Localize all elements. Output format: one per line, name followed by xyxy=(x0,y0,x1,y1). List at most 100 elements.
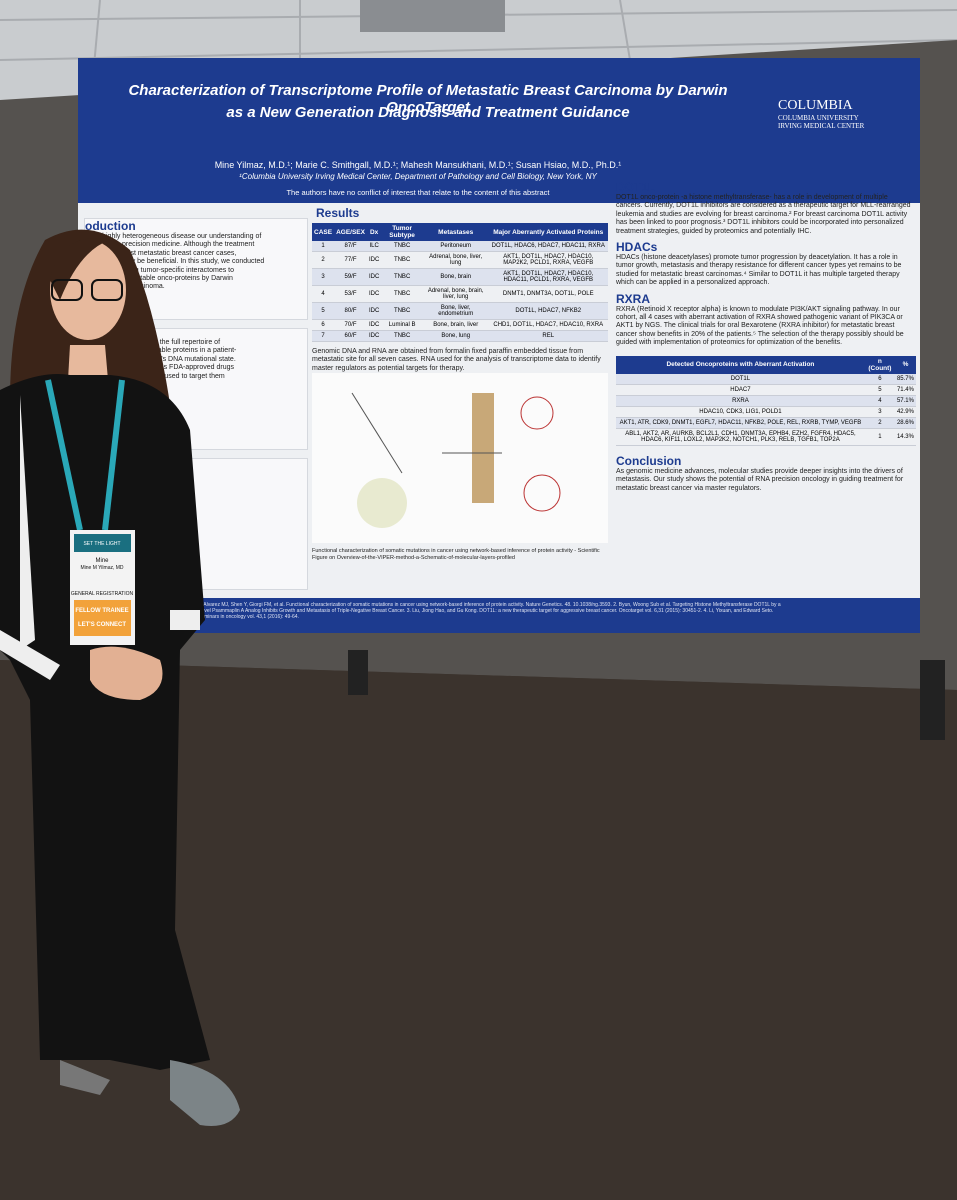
cell: Bone, brain xyxy=(422,268,489,286)
cell: AKT1, DOT1L, HDAC7, HDAC10, MAP2K2, PCLD… xyxy=(488,251,608,269)
text-line: ing through precision medicine. Although… xyxy=(85,241,255,249)
row: DOT1L 6 85.7% xyxy=(616,373,916,385)
affiliation: ¹Columbia University Irving Medical Cent… xyxy=(239,172,597,181)
cell: 53/F xyxy=(334,285,367,303)
cell: 60/F xyxy=(334,330,367,342)
oncoprotein-table: Detected Oncoproteins with Aberrant Acti… xyxy=(616,355,916,446)
text-line: activation of targetable onco-proteins b… xyxy=(85,275,233,283)
cell: 80/F xyxy=(334,302,367,320)
cell: 1 xyxy=(864,428,895,446)
text-line: r is a highly heterogeneous disease our … xyxy=(85,233,262,240)
figure xyxy=(312,373,608,544)
heading: HDACs xyxy=(616,240,658,255)
cell: IDC xyxy=(366,330,382,342)
poster-title: Characterization of Transcriptome Profil… xyxy=(128,82,728,116)
cell: DOT1L xyxy=(616,373,865,385)
cell: 59/F xyxy=(334,268,367,286)
hdacs-text: HDACs (histone deacetylases) promote tum… xyxy=(616,254,902,287)
cell: 3 xyxy=(312,268,335,286)
cell: TNBC xyxy=(381,268,423,286)
row: ABL1, AKT2, AR, AURKB, BCL2L1, CDH1, DNM… xyxy=(616,428,916,446)
cell: TNBC xyxy=(381,285,423,303)
cell: 70/F xyxy=(334,319,367,331)
heading: oduction xyxy=(85,219,136,233)
cell: 6 xyxy=(312,319,335,331)
cell: 42.9% xyxy=(894,406,916,418)
poster: Characterization of Transcriptome Profil… xyxy=(78,58,920,633)
dot1l-text: DOT1L onco-protein -a histone methyltran… xyxy=(616,194,911,235)
heading: Conclusion xyxy=(616,453,682,468)
cell: 4 xyxy=(864,395,895,407)
header-band xyxy=(78,58,920,203)
heading: Results xyxy=(316,206,360,220)
cell: Adrenal, bone, brain, liver, lung xyxy=(422,285,489,303)
badge-full-name: Mine M Yilmaz, MD xyxy=(80,565,123,571)
row: RXRA 4 57.1% xyxy=(616,395,916,407)
intro-box: oduction r is a highly heterogeneous dis… xyxy=(84,218,308,320)
cell: 7 xyxy=(312,330,335,342)
row: HDAC7 5 71.4% xyxy=(616,384,916,396)
header-cell: CASE xyxy=(312,223,335,241)
badge-registration: GENERAL REGISTRATION xyxy=(71,591,134,597)
cell: Bone, lung xyxy=(422,330,489,342)
cell: TNBC xyxy=(381,241,423,252)
logo-line: IRVING MEDICAL CENTER xyxy=(778,122,865,130)
references: 1. Alvarez MJ, Shen Y, Giorgi FM, et al.… xyxy=(78,598,920,633)
cell: ILC xyxy=(366,241,382,252)
header-cell: % xyxy=(894,355,916,374)
cell: ABL1, AKT2, AR, AURKB, BCL2L1, CDH1, DNM… xyxy=(616,428,865,446)
header-cell: Detected Oncoproteins with Aberrant Acti… xyxy=(616,355,865,374)
cell: TNBC xyxy=(381,330,423,342)
row: 2 77/F IDC TNBC Adrenal, bone, liver, lung AK… xyxy=(312,251,608,269)
header-cell: AGE/SEX xyxy=(334,223,367,241)
text-line: tandard for most metastatic breast cance… xyxy=(85,249,237,257)
results: Results CASE AGE/SEX Dx Tumor Subtype Metast… xyxy=(312,203,608,561)
header-cell: Major Aberrantly Activated Proteins xyxy=(488,223,608,241)
cell: AKT1, DOT1L, HDAC7, HDAC10, HDAC11, PCLD… xyxy=(488,268,608,286)
cell: 71.4% xyxy=(894,384,916,396)
header-cell: Metastases xyxy=(422,223,489,241)
cell: 87/F xyxy=(334,241,367,252)
logo-name: COLUMBIA xyxy=(778,98,853,113)
conclusion-text: As genomic medicine advances, molecular … xyxy=(616,467,904,492)
cell: 14.3% xyxy=(894,428,916,446)
row: 1 87/F ILC TNBC Peritoneum DOT1L, HDAC6, HDAC… xyxy=(312,241,608,252)
badge-tag: LET'S CONNECT xyxy=(78,622,126,628)
badge-role: FELLOW TRAINEE xyxy=(75,608,128,614)
cell: 3 xyxy=(864,406,895,418)
row: 3 59/F IDC TNBC Bone, brain AKT1, DOT1L, HDAC… xyxy=(312,268,608,286)
cell: IDC xyxy=(366,302,382,320)
cell: HDAC10, CDK3, LIG1, POLD1 xyxy=(616,406,865,418)
cell: DOT1L, HDAC6, HDAC7, HDAC11, RXRA xyxy=(488,241,608,252)
row: 4 53/F IDC TNBC Adrenal, bone, brain, liver,… xyxy=(312,285,608,303)
cell: IDC xyxy=(366,285,382,303)
cell: 5 xyxy=(864,384,895,396)
cell: TNBC xyxy=(381,302,423,320)
cell: TNBC xyxy=(381,251,423,269)
cell: Peritoneum xyxy=(422,241,489,252)
row: 7 60/F IDC TNBC Bone, lung REL xyxy=(312,330,608,342)
cell: 77/F xyxy=(334,251,367,269)
text-line: ed analysis using tumor-specific interac… xyxy=(85,266,235,274)
cell: RXRA xyxy=(616,395,865,407)
cell: CHD1, DOT1L, HDAC7, HDAC10, RXRA xyxy=(488,319,608,331)
row: AKT1, ATR, CDK9, DNMT1, EGFL7, HDAC11, N… xyxy=(616,417,916,429)
cell: Adrenal, bone, liver, lung xyxy=(422,251,489,269)
person: SET THE LIGHT Mine Mine M Yilmaz, MD GEN… xyxy=(0,229,240,1126)
cell: 2 xyxy=(864,417,895,429)
header-row: CASE AGE/SEX Dx Tumor Subtype Metastases Majo… xyxy=(312,223,608,241)
badge-name: Mine xyxy=(95,558,109,564)
cell: IDC xyxy=(366,251,382,269)
cell: 2 xyxy=(312,251,335,269)
authors: Mine Yilmaz, M.D.¹; Marie C. Smithgall, … xyxy=(214,160,622,170)
cell: Luminal B xyxy=(381,319,423,331)
cell: IDC xyxy=(366,268,382,286)
cell: 28.6% xyxy=(894,417,916,429)
results-text: Genomic DNA and RNA are obtained from fo… xyxy=(312,348,601,372)
badge-event: SET THE LIGHT xyxy=(83,541,120,547)
cell: DNMT1, DNMT3A, DOT1L, POLE xyxy=(488,285,608,303)
cell: REL xyxy=(488,330,608,342)
header-cell: Dx xyxy=(366,223,382,241)
text-line: anagement may be beneficial. In this stu… xyxy=(85,258,265,266)
